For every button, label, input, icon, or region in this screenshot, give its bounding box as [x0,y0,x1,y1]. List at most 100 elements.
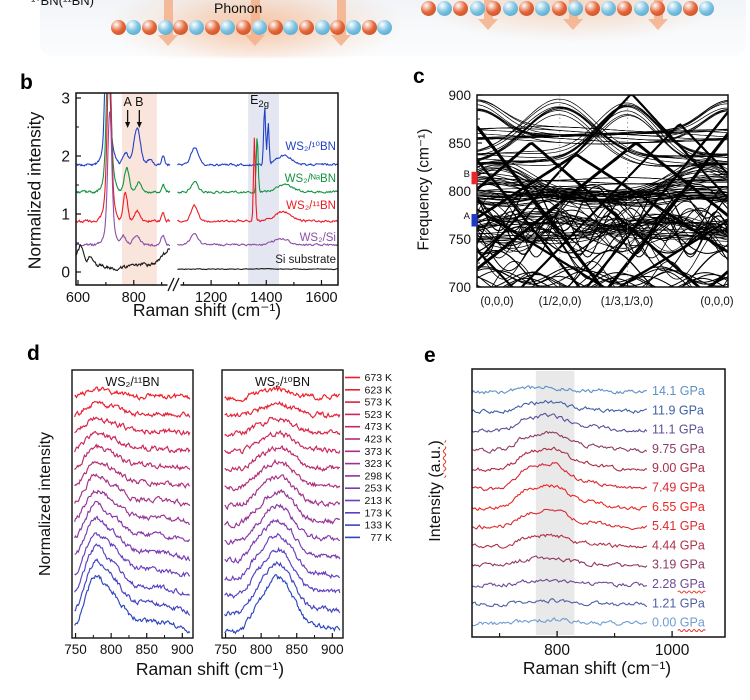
curve-673 K [224,385,341,402]
phonon-arrow [336,0,346,35]
x-node-label: (0,0,0) [480,296,513,308]
nitrogen-atom [346,19,361,35]
axis-ticks: 600 800 1200 1400 1600 0 1 2 3 [61,91,337,307]
panel-label-b: b [20,71,33,94]
spectra-curves-WS₂/¹⁰BN [224,385,341,635]
legend-label-423 K: 423 K [365,434,392,446]
y-tick-label: 1 [61,207,70,224]
panel-e-chart: 14.1 GPa 11.9 GPa 11.1 GPa 9.75 GPa 9.00 GPa… [471,368,726,659]
series-label-WS₂/ᴺᵃBN: WS₂/ᴺᵃBN [285,173,336,185]
legend-label-298 K: 298 K [365,470,392,482]
curve-77 K [74,574,191,634]
boron-atom [584,0,600,16]
axis-ticks: 700 750 800 850 900 (0,0,0) (1/2,0,0) (1/3,1/3,… [448,88,733,308]
marker-label-A: A [464,211,471,222]
curve-0.00 GPa [471,617,648,627]
panel-b-xlabel: Raman shift (cm⁻¹) [132,300,282,320]
pressure-label-2.28 GPa: 2.28 GPa [652,577,705,591]
panel-c-ylabel: Frequency (cm⁻¹) [415,128,433,251]
panel-c-chart: 700 750 800 850 900 (0,0,0) (1/2,0,0) (1/3,1/3,… [448,88,733,308]
legend-label-253 K: 253 K [365,483,392,495]
panel-e-ylabel-au: (a.u.) [427,440,444,478]
boron-atom [682,0,698,16]
panel-label-e: e [424,344,436,367]
panel-d-xlabel: Raman shift (cm⁻¹) [135,659,285,679]
legend-label-473 K: 473 K [365,421,392,433]
curve-423 K [224,458,341,492]
curve-213 K [224,532,341,582]
curve-523 K [224,429,341,455]
series-label-WS₂/¹⁰BN: WS₂/¹⁰BN [285,141,336,153]
curve-323 K [224,488,341,529]
boron-atom [551,0,567,16]
x-tick-label: 1200 [195,290,227,306]
spellcheck-squiggle [677,629,706,633]
y-tick-label: 900 [448,88,471,103]
pressure-label-11.9 GPa: 11.9 GPa [652,403,704,417]
series-label-Si substrate: Si substrate [275,254,336,266]
curve-673 K [74,386,191,401]
x-tick-label: 800 [122,290,146,306]
annotation-B: B [135,95,143,109]
y-tick-label: 2 [61,149,70,166]
plot-frame [71,369,194,639]
phonon-bands [477,95,728,287]
legend-label-173 K: 173 K [365,507,392,519]
curve-133 K [74,558,191,616]
panel-b-ylabel: Normalized intensity [24,111,45,270]
y-tick-label: 700 [448,280,471,295]
nitrogen-atom [469,0,485,16]
annotation-arrowhead [136,122,142,128]
curve-1.21 GPa [471,598,648,608]
nitrogen-atom [699,0,715,16]
curve-11.9 GPa [471,399,648,415]
nitrogen-atom [568,0,584,16]
phonon-arrow [250,0,260,35]
plot-frame [471,368,726,638]
x-tick-label: 750 [214,642,237,657]
nitrogen-atom [189,19,204,35]
legend-label-77 K: 77 K [370,532,392,544]
curve-573 K [224,416,341,437]
pressure-label-14.1 GPa: 14.1 GPa [652,384,705,398]
x-node-label: (1/3,1/3,0) [601,296,654,308]
panel-e-ylabel-prefix: Intensity [427,477,444,542]
x-tick-label: 1600 [305,290,337,306]
curve-173 K [74,543,190,596]
phonon-arrow [163,0,173,35]
y-tick-label: 800 [448,184,471,199]
phonon-arrow-head [331,35,351,46]
y-tick-label: 0 [61,265,70,282]
legend-label-373 K: 373 K [365,446,392,458]
series-WS₂/Si [76,111,171,247]
boron-atom [330,19,346,35]
boron-atom [236,19,252,35]
nitrogen-atom [535,0,551,16]
y-tick-label: 3 [61,91,70,108]
boron-atom [453,0,469,16]
boron-atom [141,19,157,35]
curve-77 K [224,573,341,635]
curve-213 K [74,532,191,578]
boron-atom [110,19,126,35]
spectra-curves [76,93,338,272]
nitrogen-atom [126,19,142,35]
curve-623 K [74,400,191,419]
series-WS₂/¹¹BN [177,137,338,223]
legend-label-623 K: 623 K [365,384,392,396]
plot-frame [221,369,344,639]
pressure-label-5.41 GPa: 5.41 GPa [652,519,705,533]
shaded-band [535,371,575,635]
curve-323 K [74,489,191,526]
panel-a-material-label: ¹⁰BN(¹¹BN) [31,0,94,8]
curve-423 K [74,461,191,489]
panel-label-c: c [413,65,425,88]
legend-label-573 K: 573 K [365,397,392,409]
curve-473 K [74,443,191,472]
legend-label-673 K: 673 K [365,372,392,384]
spectra-curves [471,385,648,627]
marker-label-B: B [464,169,470,180]
curve-298 K [224,503,341,546]
